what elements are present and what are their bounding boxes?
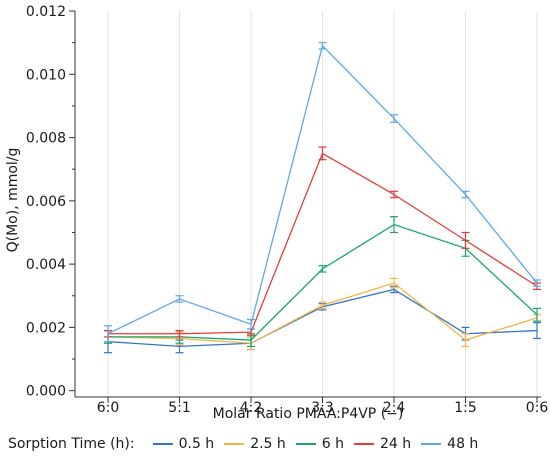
- error-bar: [461, 190, 470, 199]
- error-bar: [533, 307, 541, 322]
- legend-label: 48 h: [447, 436, 479, 452]
- y-tick-label: 0.000: [26, 384, 66, 400]
- error-bar: [390, 216, 398, 234]
- error-bar: [533, 322, 541, 340]
- x-tick-label: 5:1: [168, 400, 191, 416]
- error-bar: [318, 301, 327, 310]
- legend-label: 6 h: [321, 436, 345, 452]
- y-tick-label: 0.002: [26, 320, 66, 336]
- x-tick-label: 6:0: [97, 400, 120, 416]
- legend-swatch: [295, 443, 316, 445]
- legend-label: 24 h: [380, 436, 412, 452]
- legend-label: 2.5 h: [250, 436, 286, 452]
- error-bar: [104, 325, 112, 343]
- legend-item: 2.5 h: [224, 436, 286, 452]
- series-layer: [104, 42, 541, 354]
- error-bar: [461, 333, 470, 347]
- error-bar: [318, 146, 327, 161]
- legend-swatch: [224, 443, 245, 445]
- x-tick-label: 2:4: [383, 400, 406, 416]
- legend-item: 0.5 h: [152, 436, 215, 452]
- x-tick-label: 3:3: [311, 400, 334, 416]
- x-tick-label: 1:5: [454, 400, 477, 416]
- error-bar: [390, 114, 398, 123]
- x-tick-layer: 6:0 5:1 4:2 3:3 2:4 1:5 0:6: [97, 397, 549, 416]
- error-bar: [390, 190, 398, 199]
- x-tick-label: 0:6: [526, 400, 549, 416]
- x-axis-title: Molar Ratio PMAA:P4VP (−): [213, 406, 404, 422]
- error-bar: [318, 265, 327, 273]
- y-tick-layer: 0.000 0.002 0.004 0.006 0.008 0.010 0.012: [26, 4, 75, 400]
- y-axis-title: Q(Mo), mmol/g: [5, 148, 21, 253]
- legend-item: 24 h: [354, 436, 411, 452]
- series-48-h: [104, 42, 541, 343]
- y-tick-label: 0.008: [26, 131, 66, 147]
- series-24-h: [104, 146, 541, 338]
- error-bar: [533, 279, 541, 287]
- x-tick-label: 4:2: [240, 400, 263, 416]
- legend-swatch: [421, 443, 442, 445]
- grid-layer: [107, 11, 538, 397]
- legend: Sorption Time (h): 0.5 h 2.5 h 6 h 24 h 48 h: [8, 433, 478, 455]
- line-chart: 0.000 0.002 0.004 0.006 0.008 0.010 0.012 6:0 5…: [5, 4, 549, 422]
- y-tick-label: 0.012: [26, 4, 66, 20]
- legend-item: 6 h: [295, 436, 345, 452]
- error-bar: [175, 329, 184, 338]
- error-bar: [247, 318, 255, 330]
- y-tick-label: 0.004: [26, 257, 66, 273]
- error-bar: [461, 231, 470, 249]
- legend-swatch: [354, 443, 375, 445]
- legend-swatch: [152, 443, 173, 445]
- error-bar: [390, 277, 398, 289]
- error-bar: [175, 295, 184, 303]
- legend-label: 0.5 h: [178, 436, 215, 452]
- y-tick-label: 0.010: [26, 67, 66, 83]
- legend-item: 48 h: [421, 436, 478, 452]
- error-bar: [318, 42, 327, 50]
- y-tick-label: 0.006: [26, 194, 66, 210]
- legend-title: Sorption Time (h):: [8, 436, 135, 452]
